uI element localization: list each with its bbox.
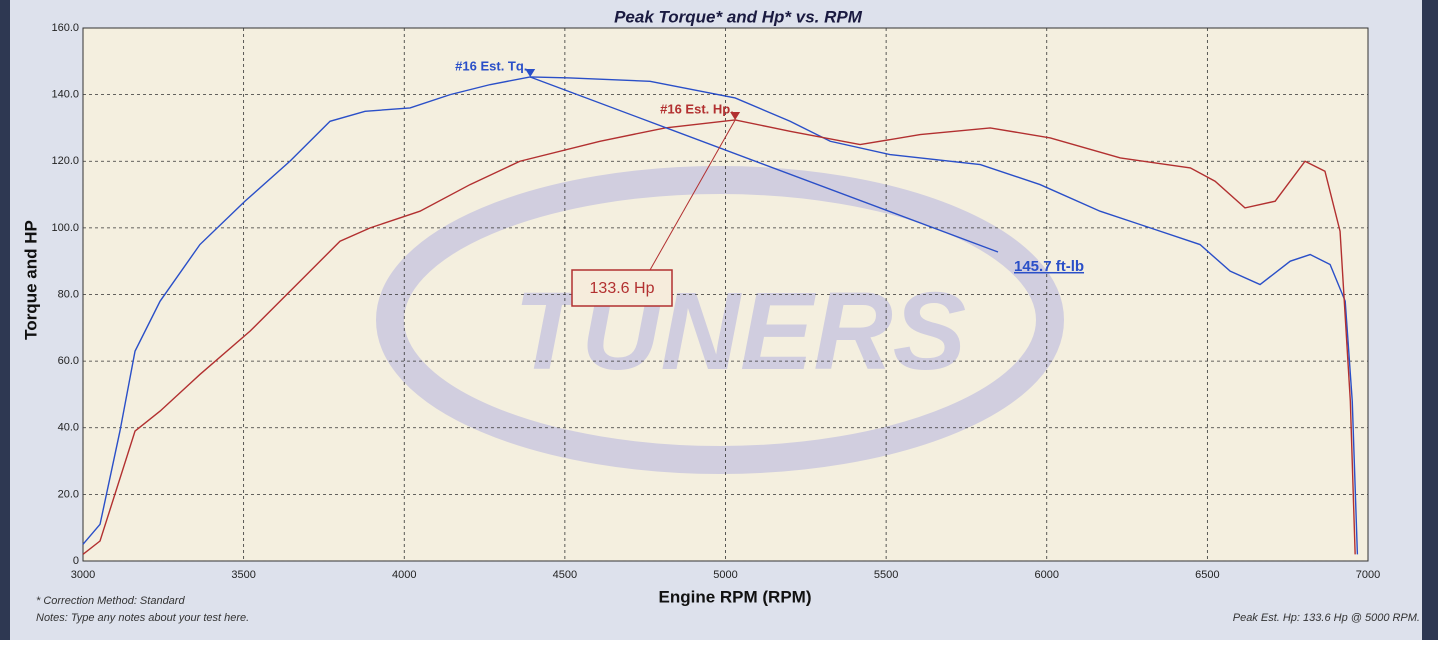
x-tick-label: 4000 (392, 569, 416, 581)
y-axis-label: Torque and HP (21, 220, 40, 340)
peak-annotation: 133.6 Hp (590, 280, 655, 297)
y-tick-label: 140.0 (51, 89, 79, 101)
peak-summary: Peak Est. Hp: 133.6 Hp @ 5000 RPM. (1233, 612, 1420, 624)
y-tick-label: 0 (73, 555, 79, 567)
x-tick-label: 6500 (1195, 569, 1219, 581)
legend-label: #16 Est. Tq. (455, 58, 527, 73)
x-tick-label: 3500 (231, 569, 255, 581)
legend-label: #16 Est. Hp. (660, 101, 734, 116)
y-tick-label: 120.0 (51, 155, 79, 167)
peak-marker (730, 111, 741, 120)
y-tick-label: 100.0 (51, 222, 79, 234)
line (82, 119, 1356, 555)
leader-line (649, 119, 736, 271)
x-tick-label: 6000 (1035, 569, 1059, 581)
leader-line (529, 76, 999, 253)
x-tick-label: 3000 (71, 569, 95, 581)
y-tick-label: 40.0 (58, 422, 79, 434)
x-tick-label: 4500 (553, 569, 577, 581)
watermark-logo (376, 166, 1064, 474)
y-tick-label: 80.0 (58, 288, 79, 300)
peak-marker (525, 68, 536, 77)
annotation-box (571, 269, 673, 307)
peak-annotation: 145.7 ft-lb (1014, 258, 1084, 275)
x-tick-label: 5500 (874, 569, 898, 581)
x-tick-label: 5000 (713, 569, 737, 581)
x-tick-label: 7000 (1356, 569, 1380, 581)
x-axis-label: Engine RPM (RPM) (659, 587, 812, 606)
y-tick-label: 160.0 (51, 22, 79, 34)
y-tick-label: 20.0 (58, 488, 79, 500)
line (82, 76, 1359, 555)
footnote: * Correction Method: Standard (36, 595, 185, 607)
notes: Notes: Type any notes about your test he… (36, 612, 249, 624)
chart-title: Peak Torque* and Hp* vs. RPM (614, 7, 863, 26)
y-tick-label: 60.0 (58, 355, 79, 367)
